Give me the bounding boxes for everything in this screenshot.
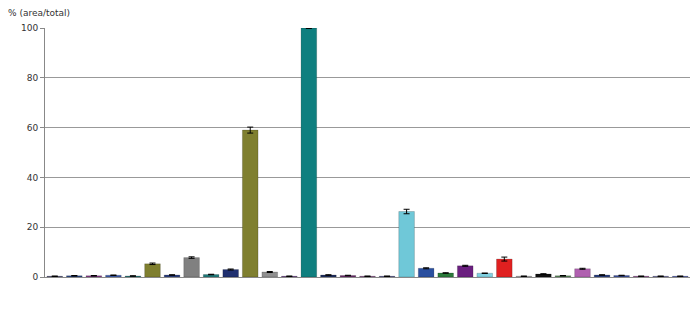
svg-text:40: 40 — [27, 173, 39, 183]
svg-text:0: 0 — [32, 272, 38, 282]
svg-text:100: 100 — [21, 23, 38, 33]
svg-text:60: 60 — [27, 123, 39, 133]
svg-text:80: 80 — [27, 73, 39, 83]
svg-text:% (area/total): % (area/total) — [8, 8, 70, 18]
svg-text:20: 20 — [27, 222, 39, 232]
